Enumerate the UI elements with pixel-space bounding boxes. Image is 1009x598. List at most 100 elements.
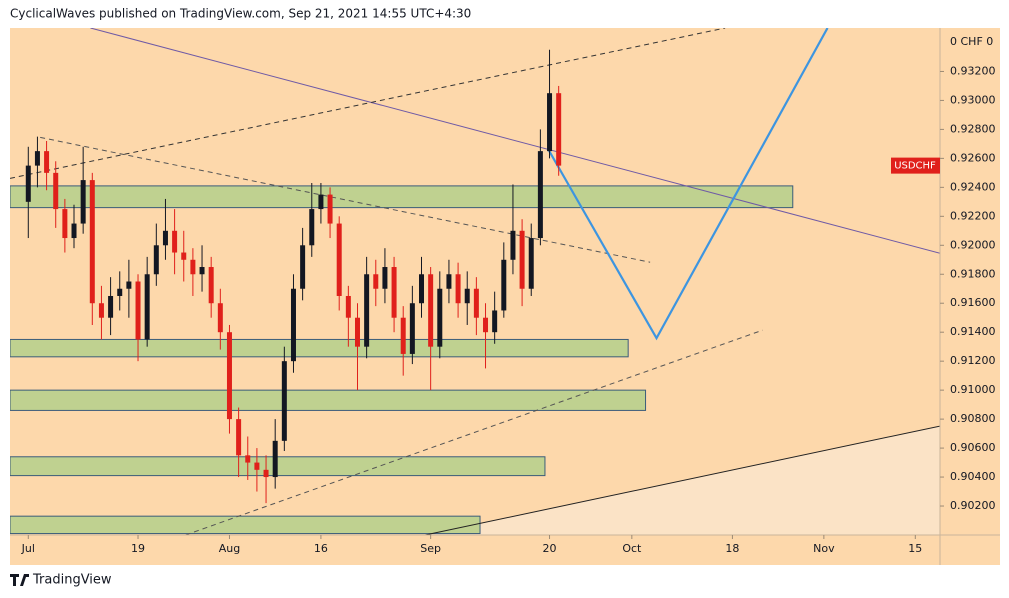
candle-body	[345, 295, 351, 318]
candle-body	[172, 230, 178, 253]
candle-body	[483, 317, 489, 333]
brand-name: TradingView	[32, 573, 112, 588]
candle-body	[199, 267, 205, 275]
zone	[10, 389, 647, 411]
candle-body	[71, 223, 77, 239]
x-tick-label: 19	[131, 542, 145, 555]
candle-body	[62, 209, 68, 239]
candle-body	[556, 93, 562, 166]
price-label-bg	[891, 157, 940, 174]
y-tick-label: 0.90600	[950, 441, 996, 454]
candle-body	[391, 267, 397, 318]
y-tick-label: 0.90400	[950, 470, 996, 483]
x-tick-label: Aug	[219, 542, 240, 555]
candle-body	[226, 332, 232, 420]
x-tick-label: 20	[543, 542, 557, 555]
y-tick-label: 0.90200	[950, 499, 996, 512]
candle-body	[135, 281, 141, 340]
zone	[10, 338, 629, 358]
candle-body	[153, 245, 159, 275]
candle-body	[364, 274, 370, 347]
candle-body	[318, 194, 324, 210]
candle-body	[446, 274, 452, 289]
candle-body	[492, 310, 498, 333]
x-tick-label: 16	[314, 542, 328, 555]
y-tick-label: 0.92400	[950, 180, 996, 193]
y-tick-label: 0.90800	[950, 412, 996, 425]
candle-body	[473, 288, 479, 318]
candle-body	[117, 288, 123, 296]
candle-body	[263, 469, 269, 478]
candle-body	[464, 288, 470, 304]
candle-body	[34, 151, 40, 166]
candle-body	[373, 274, 379, 289]
y-tick-label: 0.93200	[950, 64, 996, 77]
y-tick-label: 0.92800	[950, 122, 996, 135]
candle-body	[217, 303, 223, 333]
candle-body	[455, 274, 461, 304]
candle-body	[300, 245, 306, 289]
candle-body	[208, 267, 214, 304]
candle-body	[537, 151, 543, 239]
candle-body	[428, 274, 434, 347]
candle-body	[181, 252, 187, 260]
candle-body	[89, 180, 95, 304]
candle-body	[272, 440, 278, 478]
plot	[10, 28, 940, 535]
candle-body	[98, 303, 104, 318]
candle-body	[437, 288, 443, 347]
candle-body	[510, 230, 516, 260]
candle-body	[108, 295, 114, 318]
candle-body	[144, 274, 150, 340]
y-tick-label: 0.91000	[950, 383, 996, 396]
candle-body	[190, 259, 196, 275]
trend-line	[425, 425, 940, 535]
y-tick-label: 0.92200	[950, 209, 996, 222]
x-tick-label: Oct	[622, 542, 642, 555]
zone	[10, 185, 794, 209]
y-tick-label: 0.92600	[950, 151, 996, 164]
candle-body	[382, 267, 388, 289]
candle-body	[245, 455, 251, 463]
y-tick-label: 0.91800	[950, 267, 996, 280]
candle-body	[400, 317, 406, 354]
candle-body	[281, 361, 287, 441]
candle-body	[44, 151, 50, 173]
x-tick-label: 18	[725, 542, 739, 555]
candle-body	[519, 230, 525, 289]
candle-body	[25, 165, 31, 202]
header-title: CyclicalWaves published on TradingView.c…	[10, 7, 471, 21]
zone	[10, 515, 481, 535]
candle-body	[409, 303, 415, 354]
candle-body	[290, 288, 296, 362]
trend-line	[546, 28, 829, 341]
candle-body	[126, 281, 132, 289]
candle-body	[254, 462, 260, 470]
candle-body	[419, 274, 425, 304]
x-tick-label: Nov	[813, 542, 835, 555]
trend-line	[90, 28, 940, 254]
candle-body	[53, 172, 59, 210]
x-tick-label: Jul	[21, 542, 35, 555]
brand-logo	[10, 574, 29, 586]
candle-body	[162, 230, 168, 246]
candle-body	[354, 317, 360, 347]
x-tick-label: Sep	[420, 542, 441, 555]
y-tick-label: 0.93000	[950, 93, 996, 106]
price-label: USDCHF	[894, 161, 936, 172]
candle-body	[327, 194, 333, 224]
axis-header: 0 CHF 0	[950, 35, 993, 48]
y-tick-label: 0.91400	[950, 325, 996, 338]
candle-body	[336, 223, 342, 296]
trend-line	[40, 136, 651, 263]
candle-body	[547, 93, 553, 152]
candle-body	[236, 419, 242, 456]
trend-line	[185, 329, 763, 535]
candle-body	[528, 238, 534, 289]
candle-body	[309, 209, 315, 246]
trend-line	[10, 28, 726, 179]
x-tick-label: 15	[908, 542, 922, 555]
y-tick-label: 0.92000	[950, 238, 996, 251]
